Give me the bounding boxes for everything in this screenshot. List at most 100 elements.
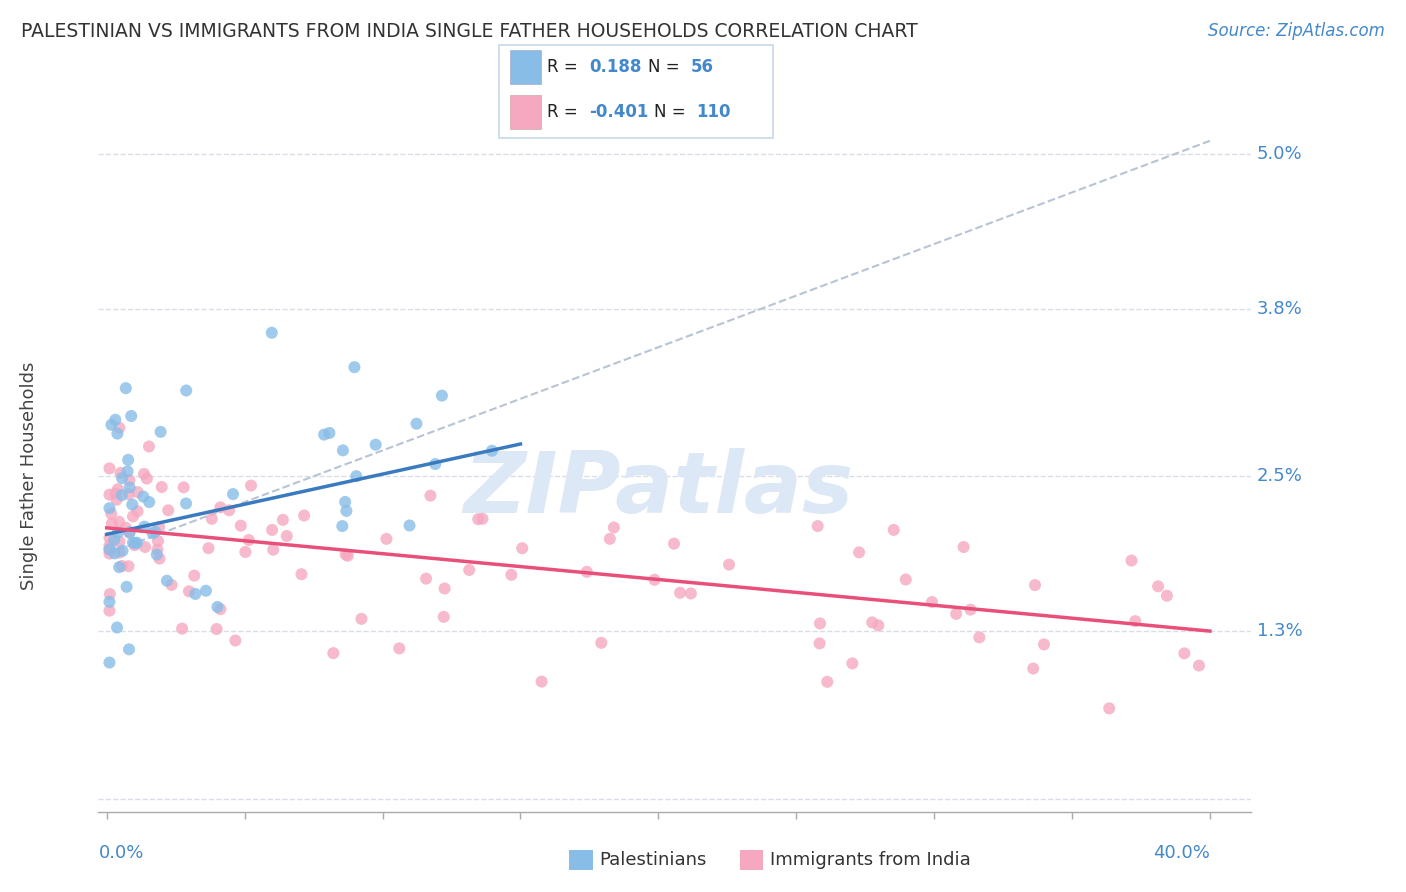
Point (1173, 646, 1195, 660)
Point (1022, 662, 1045, 676)
Point (111, 488, 134, 502)
Point (205, 622, 228, 636)
Point (669, 586, 692, 600)
Point (148, 520, 170, 534)
Point (103, 533, 125, 547)
Point (117, 453, 139, 467)
Point (146, 542, 169, 557)
Point (322, 646, 344, 660)
Point (883, 523, 905, 537)
Text: 56: 56 (690, 58, 713, 76)
Text: 2.5%: 2.5% (1257, 467, 1303, 485)
Point (104, 486, 127, 500)
Point (98, 587, 121, 601)
Point (134, 540, 156, 554)
Point (174, 384, 197, 398)
Point (150, 480, 173, 494)
Point (132, 490, 155, 504)
Point (177, 584, 200, 599)
Text: ZIPatlas: ZIPatlas (463, 448, 853, 531)
Point (1098, 701, 1121, 715)
Point (207, 599, 229, 614)
Point (945, 607, 967, 621)
Point (292, 508, 315, 523)
Point (330, 519, 353, 533)
Point (201, 512, 224, 526)
Point (599, 532, 621, 546)
Point (108, 560, 131, 574)
Point (238, 533, 260, 547)
Point (364, 438, 387, 452)
Point (156, 574, 179, 588)
Text: 110: 110 (696, 103, 731, 121)
Point (1147, 579, 1170, 593)
Point (1156, 589, 1178, 603)
Point (1024, 578, 1046, 592)
Point (969, 631, 991, 645)
Point (117, 464, 139, 478)
Point (467, 512, 489, 526)
Point (481, 443, 503, 458)
Point (336, 549, 359, 563)
Text: Single Father Households: Single Father Households (21, 362, 38, 591)
Text: R =: R = (547, 58, 578, 76)
Point (108, 515, 131, 529)
Point (104, 546, 127, 560)
Point (108, 534, 131, 549)
Point (218, 503, 240, 517)
Point (124, 536, 146, 550)
Point (120, 409, 142, 423)
Point (718, 558, 741, 572)
Point (240, 478, 263, 492)
Point (808, 616, 831, 631)
Point (433, 582, 456, 596)
Point (101, 516, 124, 531)
Text: 1.3%: 1.3% (1257, 622, 1302, 640)
Point (262, 523, 284, 537)
Point (644, 573, 666, 587)
Point (98, 542, 121, 557)
Point (100, 417, 122, 432)
Point (138, 440, 160, 454)
Point (110, 466, 132, 480)
Text: Palestinians: Palestinians (599, 851, 706, 869)
Point (117, 559, 139, 574)
Point (125, 535, 148, 549)
Point (98, 656, 121, 670)
Point (111, 543, 134, 558)
Point (224, 633, 246, 648)
Point (142, 526, 165, 541)
Point (118, 642, 141, 657)
Point (419, 489, 441, 503)
Point (921, 595, 943, 609)
Point (271, 513, 294, 527)
Point (1033, 637, 1056, 651)
Point (290, 567, 312, 582)
Point (1188, 658, 1211, 673)
Point (375, 532, 398, 546)
Point (100, 507, 122, 521)
Point (135, 472, 157, 486)
Text: Immigrants from India: Immigrants from India (770, 851, 972, 869)
Point (959, 602, 981, 616)
Point (235, 545, 257, 559)
Point (157, 503, 180, 517)
Point (132, 467, 155, 481)
Point (122, 509, 145, 524)
Point (209, 500, 232, 515)
Point (344, 469, 367, 483)
Point (679, 586, 702, 600)
Point (98, 461, 121, 475)
Point (118, 525, 141, 540)
Text: 3.8%: 3.8% (1257, 300, 1302, 318)
Point (118, 525, 141, 540)
Text: N =: N = (648, 58, 679, 76)
Point (471, 512, 494, 526)
Point (124, 538, 146, 552)
Point (121, 498, 143, 512)
Text: Source: ZipAtlas.com: Source: ZipAtlas.com (1208, 22, 1385, 40)
Point (98, 542, 121, 557)
Point (127, 485, 149, 500)
Point (118, 480, 141, 494)
Point (343, 360, 366, 375)
